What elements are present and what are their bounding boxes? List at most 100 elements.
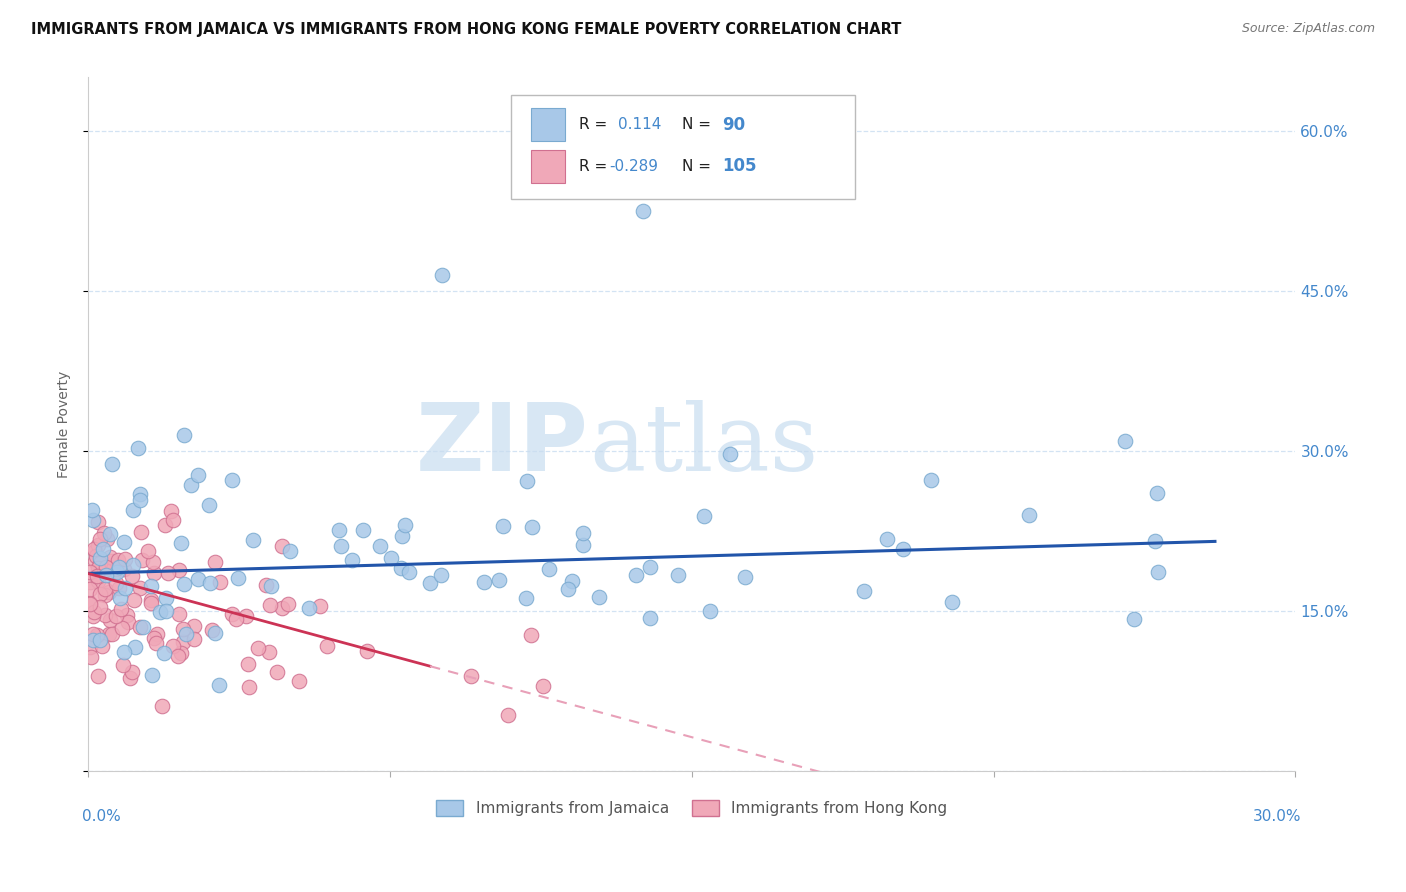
Point [238,681,260,695]
Point [522,520,544,534]
Point [142,555,165,569]
Point [180,477,202,491]
Point [79,640,101,655]
Point [419,576,441,591]
Point [328,523,350,537]
Point [498,708,520,723]
Point [277,597,299,611]
Point [173,428,195,442]
Point [187,572,209,586]
Text: Source: ZipAtlas.com: Source: ZipAtlas.com [1241,22,1375,36]
Point [278,544,301,558]
Point [183,632,205,646]
Point [391,529,413,543]
Point [472,575,495,590]
Point [167,607,190,622]
Point [139,579,162,593]
Point [94,582,117,596]
Point [891,541,914,556]
Point [79,582,101,596]
Point [557,582,579,597]
Point [1122,612,1144,626]
Point [516,474,538,488]
Point [170,536,193,550]
Point [110,601,132,615]
Text: 30.0%: 30.0% [1253,809,1302,824]
Point [242,533,264,548]
Point [187,467,209,482]
Point [920,473,942,487]
Point [146,627,169,641]
Point [515,591,537,605]
Point [79,650,101,665]
Point [162,513,184,527]
Point [121,665,143,680]
Point [104,609,127,624]
Point [127,442,149,456]
Point [145,636,167,650]
Text: 105: 105 [721,157,756,175]
Point [101,626,124,640]
Y-axis label: Female Poverty: Female Poverty [58,370,72,478]
Point [124,640,146,655]
Point [1144,533,1167,548]
Point [340,552,363,566]
Point [571,538,593,552]
Point [316,639,339,653]
Point [572,525,595,540]
Point [266,665,288,679]
Point [121,569,143,583]
Point [94,563,117,577]
Point [79,597,101,611]
Point [150,698,173,713]
Point [259,598,281,612]
Point [173,577,195,591]
Point [356,644,378,658]
Point [107,553,129,567]
Point [136,544,159,558]
Point [141,668,163,682]
Point [89,600,111,615]
Point [666,568,689,582]
Point [853,584,876,599]
Point [107,560,129,574]
Point [87,537,110,551]
Point [87,574,110,589]
Point [208,678,231,692]
Point [519,628,541,642]
Point [84,549,107,563]
Point [531,679,554,693]
Point [122,558,145,572]
Point [94,589,117,603]
Point [298,601,321,615]
Point [626,567,648,582]
FancyBboxPatch shape [531,150,565,183]
Point [86,569,108,583]
Point [105,566,128,580]
Point [183,618,205,632]
Point [208,574,231,589]
Point [89,556,111,570]
Point [131,553,153,567]
Point [398,565,420,579]
Point [94,607,117,622]
Point [122,503,145,517]
Point [561,574,583,588]
Point [309,599,332,613]
Point [488,574,510,588]
Point [198,498,221,512]
Point [122,592,145,607]
Text: -0.289: -0.289 [610,159,658,174]
Point [98,585,121,599]
Point [114,581,136,595]
Text: atlas: atlas [589,400,818,490]
Point [271,601,294,615]
Point [111,621,134,635]
Point [254,578,277,592]
Point [91,541,114,556]
Point [588,590,610,604]
Point [98,527,121,541]
Point [83,542,105,557]
Point [96,532,118,546]
Point [141,596,163,610]
